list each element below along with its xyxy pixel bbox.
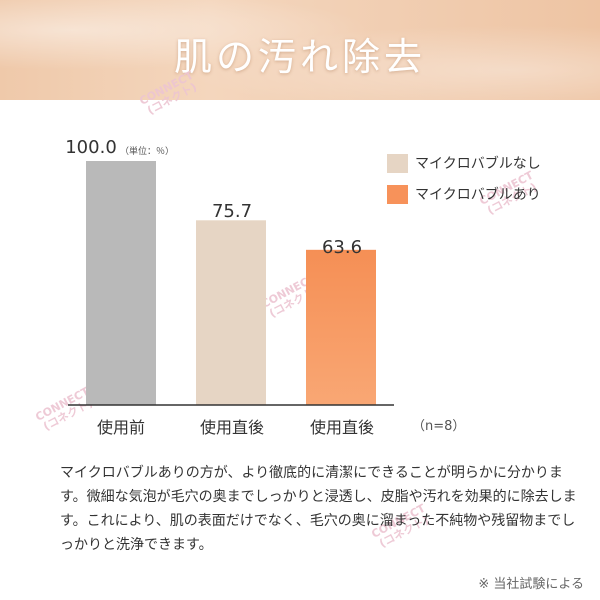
legend-label-with: マイクロバブルあり: [415, 187, 541, 203]
page-title: 肌の汚れ除去: [173, 35, 426, 79]
chart-legend: マイクロバブルなし マイクロバブルあり: [387, 153, 541, 215]
legend-item-with: マイクロバブルあり: [387, 184, 541, 204]
bar-chart-canvas: [68, 161, 394, 406]
bar-after-2: [306, 249, 376, 405]
bar-after-1: [196, 220, 266, 405]
category-label-before: 使用前: [96, 418, 145, 437]
unit-note: （単位：％）: [120, 147, 175, 157]
header-banner: 肌の汚れ除去: [0, 0, 600, 100]
description-text: マイクロバブルありの方が、より徹底的に清潔にできることが明らかに分かります。微細…: [60, 465, 577, 553]
value-label-after-1: 75.7: [211, 201, 253, 222]
value-label-before: 100.0: [65, 137, 117, 158]
sample-size-note: （n=8）: [412, 419, 466, 434]
legend-swatch-with: [387, 184, 408, 204]
legend-swatch-without: [387, 153, 408, 173]
bar-before: [86, 161, 156, 405]
footnote: ※ 当社試験による: [478, 577, 584, 592]
legend-label-without: マイクロバブルなし: [415, 156, 541, 172]
category-label-after-1: 使用直後: [199, 418, 264, 437]
legend-item-without: マイクロバブルなし: [387, 153, 541, 173]
bar-chart: 100.0 （単位：％） 75.7 63.6 マイクロバブルなし マイクロバブル…: [0, 100, 600, 440]
category-label-after-2: 使用直後: [309, 418, 374, 437]
value-label-after-2: 63.6: [321, 237, 363, 258]
